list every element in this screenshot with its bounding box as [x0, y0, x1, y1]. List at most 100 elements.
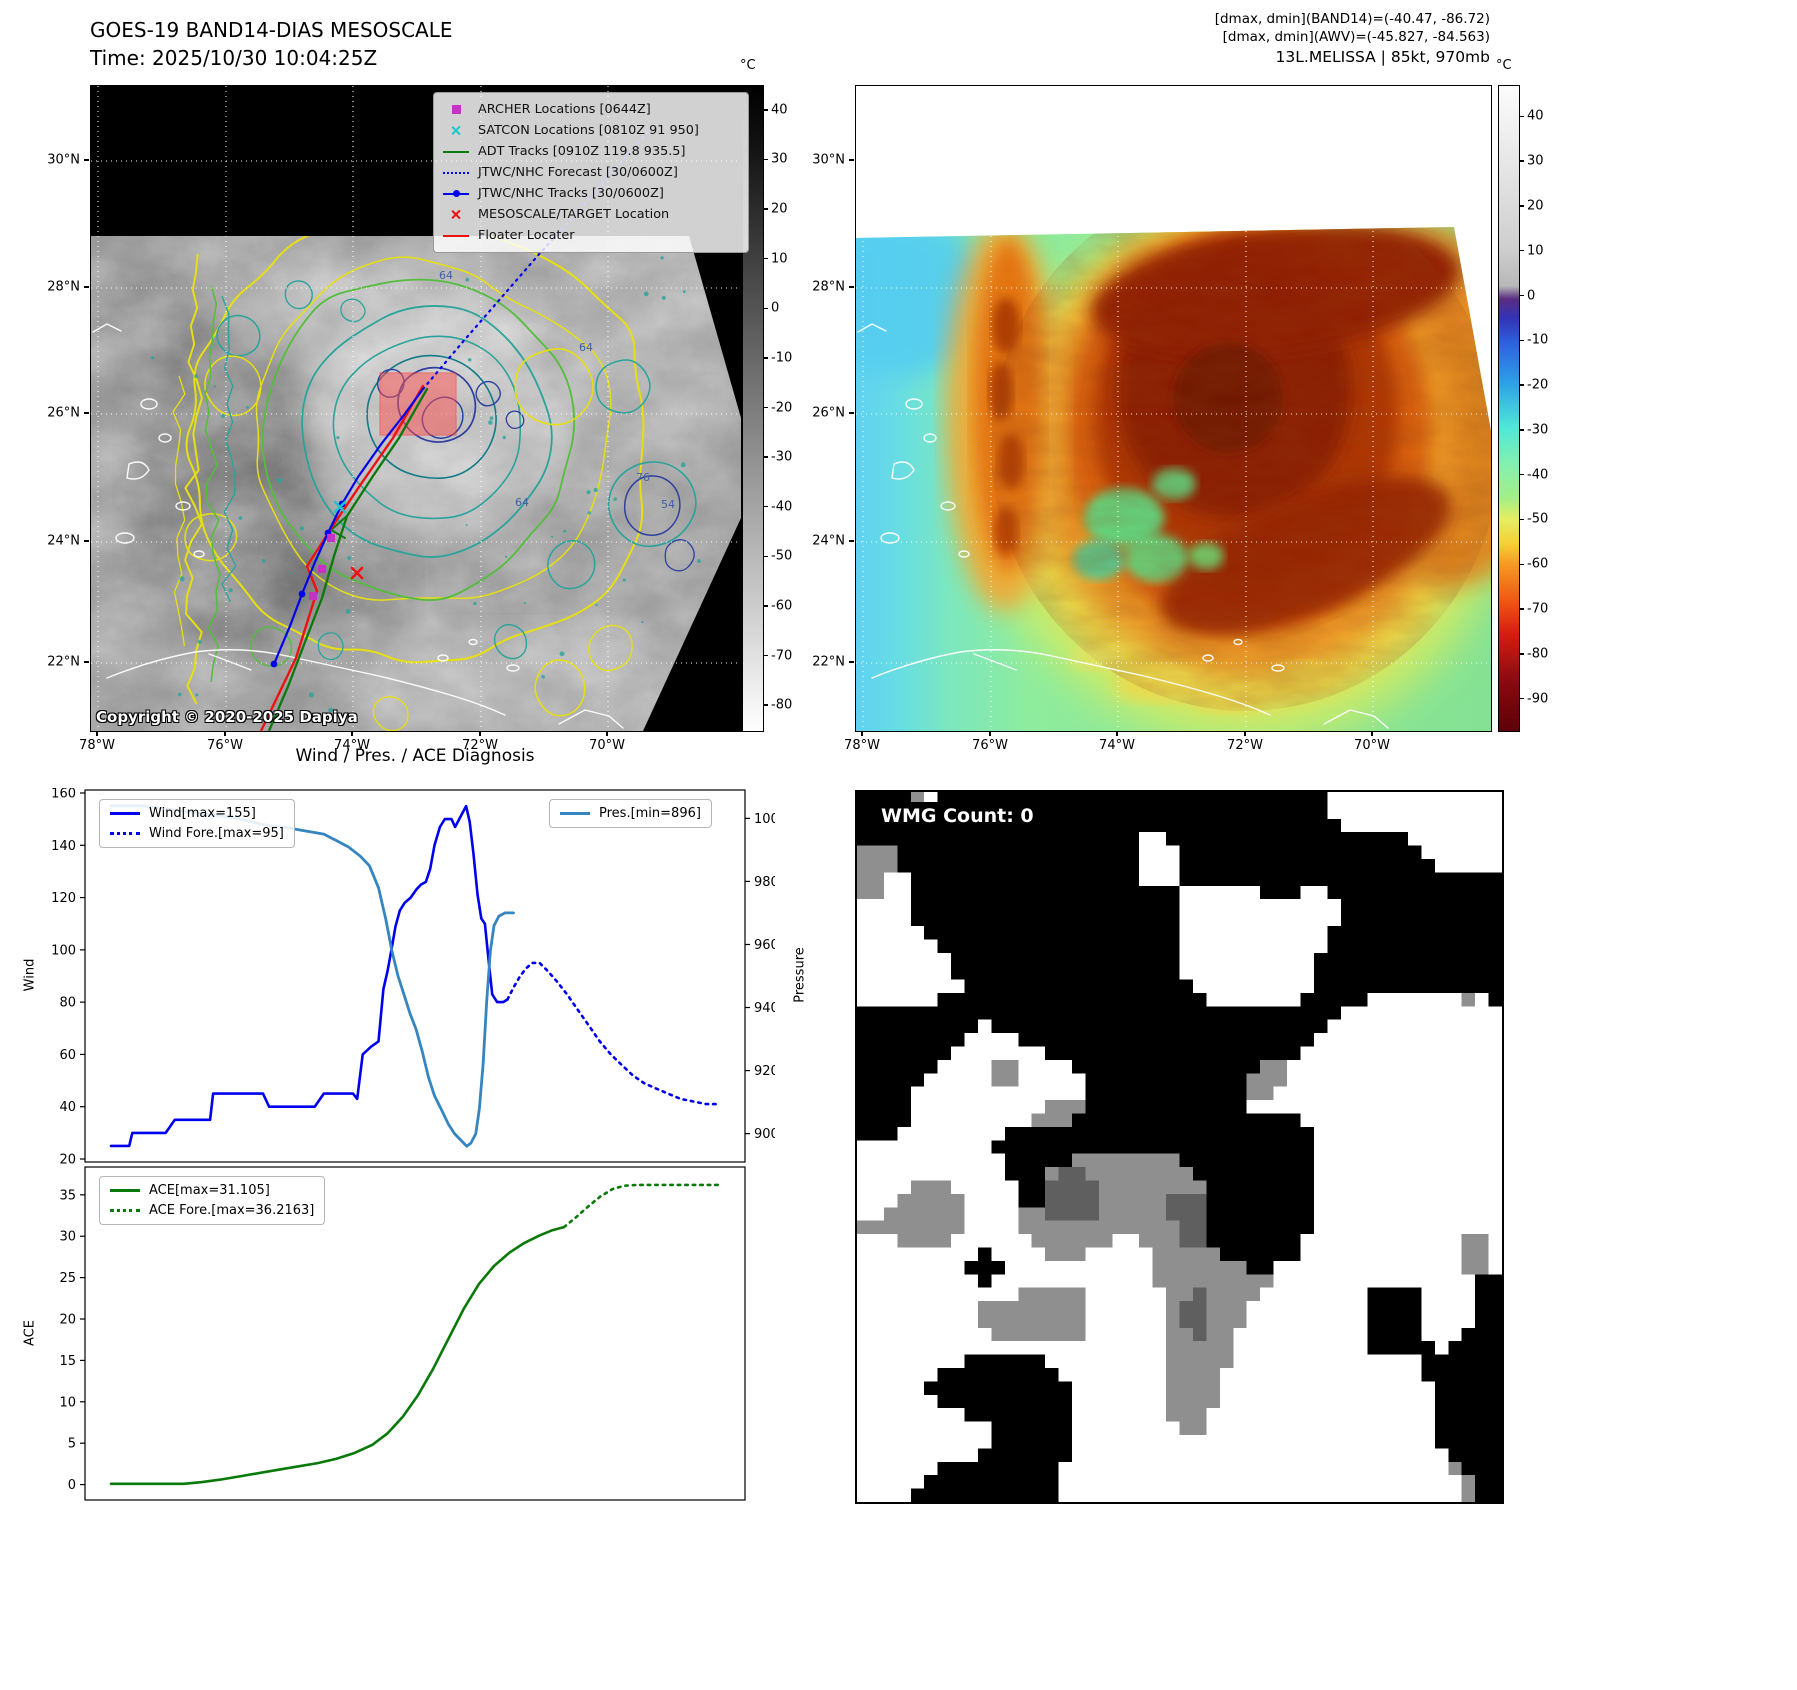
legend-item-wind-forecast: Wind Fore.[max=95] [110, 826, 284, 841]
svg-text:64: 64 [439, 269, 453, 282]
axis-tick-mark [84, 412, 89, 414]
legend-label: ACE[max=31.105] [149, 1183, 270, 1198]
svg-text:60: 60 [59, 1048, 76, 1063]
axis-tick-mark [1519, 339, 1524, 342]
legend-item-pressure: Pres.[min=896] [560, 806, 701, 821]
axis-tick-mark [763, 654, 768, 657]
axis-tick-label: 72°W [1227, 738, 1263, 753]
copyright-watermark: Copyright © 2020-2025 Dapiya [96, 708, 358, 726]
axis-tick-mark [1519, 205, 1524, 207]
legend-item-floater: Floater Locater [442, 225, 740, 246]
axis-tick-mark [763, 704, 768, 706]
axis-tick-label: -70 [771, 648, 793, 664]
axis-tick-mark [1519, 518, 1524, 521]
svg-text:980: 980 [754, 875, 775, 890]
axis-tick-mark [763, 605, 768, 607]
band14-map-panel: 64 64 64 76 54 ARCHER Locations [0644Z] SATC… [90, 85, 749, 733]
dmax-dmin-awv: [dmax, dmin](AWV)=(-45.827, -84.563) [1222, 29, 1490, 45]
axis-tick-label: -90 [1527, 691, 1549, 707]
axis-tick-label: -30 [1527, 422, 1549, 438]
axis-tick-mark [763, 109, 768, 111]
legend-label: Wind Fore.[max=95] [149, 826, 284, 841]
axis-tick-label: 0 [771, 300, 780, 316]
axis-tick-label: 24°N [812, 533, 845, 549]
axis-tick-label: -10 [771, 350, 793, 366]
axis-tick-mark [1519, 160, 1524, 162]
axis-tick-mark [763, 257, 768, 260]
axis-tick-mark [849, 412, 854, 414]
axis-tick-label: 76°W [207, 738, 243, 753]
pressure-axis-label: Pressure [792, 947, 808, 1003]
axis-tick-mark [1519, 563, 1524, 566]
legend-item-ace-forecast: ACE Fore.[max=36.2163] [110, 1203, 314, 1218]
axis-tick-mark [1519, 249, 1524, 252]
ace-forecast-line-icon [110, 1209, 140, 1212]
wind-axis-label: Wind [22, 958, 38, 992]
svg-text:15: 15 [59, 1354, 76, 1369]
floater-locater-line [259, 384, 425, 733]
axis-tick-mark [763, 208, 768, 210]
svg-text:64: 64 [579, 341, 593, 354]
axis-tick-mark [763, 505, 768, 508]
axis-tick-mark [849, 540, 854, 542]
axis-tick-label: -10 [1527, 332, 1549, 348]
axis-tick-label: 40 [771, 102, 788, 118]
archer-marker [318, 565, 326, 573]
axis-tick-label: 78°W [79, 738, 115, 753]
svg-text:80: 80 [59, 996, 76, 1011]
axis-tick-label: 20 [1527, 198, 1544, 214]
wind-chart-legend: Wind[max=155] Wind Fore.[max=95] [99, 799, 295, 848]
pressure-chart-legend: Pres.[min=896] [549, 799, 712, 828]
svg-text:10: 10 [59, 1395, 76, 1410]
axis-tick-mark [849, 286, 854, 288]
svg-text:20: 20 [59, 1153, 76, 1165]
legend-item-wind: Wind[max=155] [110, 806, 284, 821]
axis-tick-mark [1371, 731, 1373, 736]
track-line-dot-icon [442, 189, 470, 197]
axis-tick-label: 78°W [844, 738, 880, 753]
legend-label: JTWC/NHC Tracks [30/0600Z] [478, 186, 664, 201]
axis-tick-label: 10 [771, 251, 788, 267]
axis-tick-mark [763, 406, 768, 409]
svg-text:920: 920 [754, 1064, 775, 1079]
axis-tick-label: 76°W [972, 738, 1008, 753]
awv-satellite-image [856, 86, 1491, 731]
legend-label: SATCON Locations [0810Z 91 950] [478, 123, 699, 138]
storm-info-block: [dmax, dmin](BAND14)=(-40.47, -86.72) [d… [1215, 10, 1490, 66]
svg-text:160: 160 [51, 788, 76, 802]
legend-item-adt: ADT Tracks [0910Z 119.8 935.5] [442, 141, 740, 162]
axis-tick-mark [84, 286, 89, 288]
axis-tick-mark [1244, 731, 1246, 736]
svg-text:40: 40 [59, 1100, 76, 1115]
axis-tick-label: 22°N [47, 654, 80, 670]
axis-tick-label: -50 [771, 548, 793, 564]
archer-square-icon [442, 105, 470, 114]
archer-marker [309, 592, 317, 600]
svg-text:35: 35 [59, 1188, 76, 1203]
wind-line-icon [110, 812, 140, 815]
axis-tick-mark [84, 159, 89, 161]
ace-chart-legend: ACE[max=31.105] ACE Fore.[max=36.2163] [99, 1176, 326, 1225]
axis-tick-label: -20 [1527, 377, 1549, 393]
awv-colorbar-unit: °C [1496, 58, 1512, 73]
axis-tick-label: 26°N [812, 405, 845, 421]
axis-tick-label: 70°W [589, 738, 625, 753]
ace-axis-label: ACE [22, 1320, 38, 1346]
floater-line-icon [442, 234, 470, 237]
axis-tick-label: 30 [771, 151, 788, 167]
wmg-count-label: WMG Count: 0 [871, 802, 1044, 830]
axis-tick-label: 28°N [47, 279, 80, 295]
axis-tick-label: -30 [771, 449, 793, 465]
svg-text:140: 140 [51, 839, 76, 854]
axis-tick-mark [84, 661, 89, 663]
legend-label: Wind[max=155] [149, 806, 256, 821]
lat-lon-grid [856, 86, 1491, 731]
wind-forecast-line-icon [110, 832, 140, 835]
axis-tick-mark [989, 731, 991, 736]
svg-text:900: 900 [754, 1127, 775, 1142]
axis-tick-mark [849, 661, 854, 663]
band14-title-block: GOES-19 BAND14-DIAS MESOSCALE Time: 2025… [90, 16, 453, 72]
svg-text:5: 5 [68, 1437, 76, 1452]
